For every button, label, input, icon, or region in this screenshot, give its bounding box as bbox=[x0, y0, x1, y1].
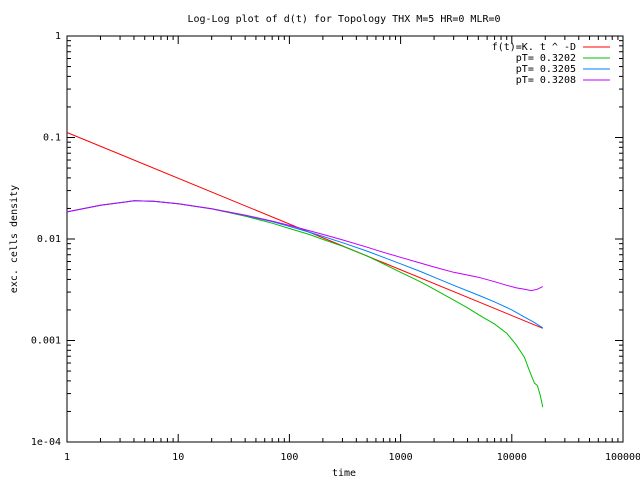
series-line-1 bbox=[66, 200, 544, 408]
y-axis-label: exc. cells density bbox=[9, 185, 20, 293]
plot-area bbox=[66, 35, 624, 443]
series-line-2 bbox=[66, 200, 544, 329]
x-tick-label: 1000 bbox=[389, 452, 413, 463]
x-tick-label: 100 bbox=[280, 452, 298, 463]
y-tick-label: 1 bbox=[55, 31, 61, 42]
legend-label-0: f(t)=K. t ^ -D bbox=[492, 42, 576, 53]
plot-frame bbox=[66, 35, 624, 443]
x-tick-label: 10 bbox=[172, 452, 184, 463]
axis-ticks: 1 10 100 1000 10000 100000 1 0.1 0.01 0.001 1e-04 bbox=[31, 31, 640, 463]
series-layer bbox=[66, 132, 544, 408]
y-tick-label: 0.01 bbox=[37, 234, 61, 245]
x-tick-label: 100000 bbox=[605, 452, 640, 463]
legend-label-3: pT= 0.3208 bbox=[516, 75, 576, 86]
legend-label-1: pT= 0.3202 bbox=[516, 53, 576, 64]
chart-title: Log-Log plot of d(t) for Topology THX M=… bbox=[187, 14, 500, 25]
series-line-3 bbox=[66, 200, 544, 292]
y-tick-label: 0.001 bbox=[31, 336, 61, 347]
y-tick-label: 0.1 bbox=[43, 133, 61, 144]
x-axis-label: time bbox=[332, 468, 356, 479]
x-tick-label: 10000 bbox=[497, 452, 527, 463]
legend-label-2: pT= 0.3205 bbox=[516, 64, 576, 75]
y-tick-label: 1e-04 bbox=[31, 437, 61, 448]
x-tick-label: 1 bbox=[64, 452, 70, 463]
